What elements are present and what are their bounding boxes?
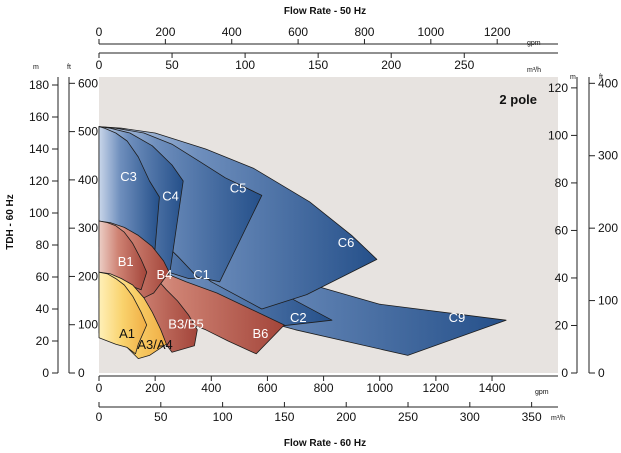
right-ft-axis-tick-label: 400 [598,76,618,90]
left-m-axis-tick-label: 40 [36,302,50,316]
m3h-60-axis-tick-label: 300 [460,410,480,424]
curve-area-a1 [98,271,148,355]
m3h-50-axis-tick-label: 0 [96,58,103,72]
right-ft-axis-tick-label: 0 [598,366,605,380]
right-m-axis-tick-label: 40 [555,271,569,285]
left-m-axis-tick-label: 160 [29,110,49,124]
left-m-axis-tick-label: 120 [29,174,49,188]
right-m-axis-tick-label: 20 [555,318,569,332]
right-ft-axis-tick-label: 200 [598,221,618,235]
m3h-50-axis-tick-label: 200 [381,58,401,72]
curve-label-c3: C3 [120,169,137,184]
gpm-60-axis-tick-label: 800 [314,381,334,395]
annotation-2-pole: 2 pole [499,92,537,107]
unit-right-ft: ft [599,74,603,81]
curve-label-c5: C5 [230,180,247,195]
right-m-axis-tick-label: 80 [555,176,569,190]
left-ft-axis-tick-label: 200 [78,269,98,283]
curve-label-b1: B1 [118,254,134,269]
curve-label-b6: B6 [252,326,268,341]
left-ft-axis-tick-label: 300 [78,221,98,235]
right-m-axis-tick-label: 0 [561,366,568,380]
curve-label-b3-b5: B3/B5 [168,316,203,331]
m3h-60-axis-tick-label: 150 [274,410,294,424]
gpm-60-axis-tick-label: 0 [96,381,103,395]
left-ft-axis-tick-label: 600 [78,76,98,90]
right-ft-axis-tick-label: 300 [598,149,618,163]
curve-label-b4: B4 [156,267,172,282]
left-m-axis-tick-label: 0 [42,366,49,380]
right-m-axis-tick-label: 100 [548,128,568,142]
curve-label-c4: C4 [162,188,179,203]
gpm-50-axis-tick-label: 1000 [417,25,444,39]
left-m-axis-tick-label: 180 [29,78,49,92]
unit-gpm-60: gpm [535,389,549,396]
m3h-50-axis-tick-label: 150 [308,58,328,72]
left-ft-axis-tick-label: 500 [78,125,98,139]
top-axis-title: Flow Rate - 50 Hz [284,6,366,17]
curve-label-c2: C2 [290,310,307,325]
m3h-50-axis-tick-label: 50 [165,58,179,72]
gpm-50-axis-tick-label: 1200 [484,25,511,39]
m3h-60-axis-tick-label: 200 [336,410,356,424]
m3h-60-axis-tick-label: 250 [398,410,418,424]
gpm-60-axis-tick-label: 200 [145,381,165,395]
gpm-50-axis-tick-label: 0 [96,25,103,39]
left-ft-axis-tick-label: 100 [78,318,98,332]
unit-m3h-60: m³/h [551,415,565,422]
unit-right-m: m [570,74,576,81]
right-ft-axis-tick-label: 100 [598,294,618,308]
gpm-50-axis-tick-label: 200 [155,25,175,39]
left-m-axis-tick-label: 140 [29,142,49,156]
left-m-axis-tick-label: 20 [36,334,50,348]
m3h-50-axis-tick-label: 100 [235,58,255,72]
m3h-60-axis-tick-label: 0 [96,410,103,424]
m3h-60-axis-tick-label: 350 [522,410,542,424]
curve-label-a3-a4: A3/A4 [137,337,172,352]
right-m-axis-tick-label: 60 [555,223,569,237]
gpm-60-axis-tick-label: 1200 [423,381,450,395]
curve-label-c9: C9 [449,310,466,325]
gpm-50-axis-tick-label: 600 [288,25,308,39]
gpm-60-axis-tick-label: 1400 [479,381,506,395]
unit-m3h-50: m³/h [527,67,541,74]
left-m-axis-tick-label: 80 [36,238,50,252]
left-m-axis-tick-label: 100 [29,206,49,220]
left-ft-axis-tick-label: 400 [78,173,98,187]
gpm-60-axis-tick-label: 600 [257,381,277,395]
curve-label-a1: A1 [119,326,135,341]
unit-left-m: m [33,64,39,71]
gpm-60-axis-tick-label: 400 [201,381,221,395]
right-m-axis-tick-label: 120 [548,81,568,95]
left-ft-axis-tick-label: 0 [78,366,85,380]
unit-left-ft: ft [67,64,71,71]
left-m-axis-tick-label: 60 [36,270,50,284]
gpm-50-axis-tick-label: 400 [222,25,242,39]
m3h-60-axis-tick-label: 100 [213,410,233,424]
curve-label-c1: C1 [193,267,210,282]
left-axis-title: TDH - 60 Hz [5,194,16,250]
m3h-50-axis-tick-label: 250 [454,58,474,72]
curve-label-c6: C6 [338,235,355,250]
bottom-axis-title: Flow Rate - 60 Hz [284,438,366,449]
gpm-60-axis-tick-label: 1000 [366,381,393,395]
m3h-60-axis-tick-label: 50 [154,410,168,424]
gpm-50-axis-tick-label: 800 [354,25,374,39]
